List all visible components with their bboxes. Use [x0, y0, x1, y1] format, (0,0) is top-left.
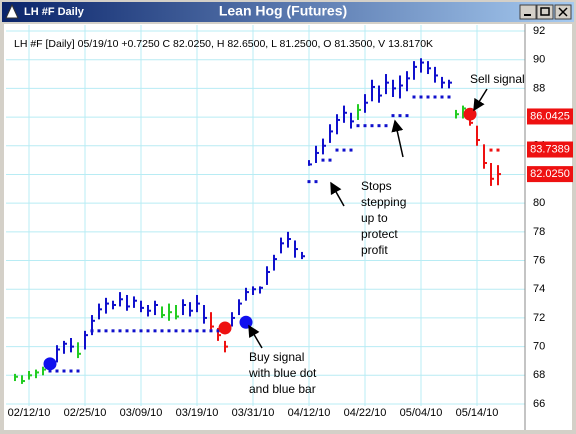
stop-dot [342, 148, 346, 152]
price-tag [527, 141, 573, 158]
y-tick-label: 76 [533, 254, 545, 266]
stop-dot [377, 124, 381, 128]
y-tick-label: 88 [533, 82, 545, 94]
y-tick-label: 74 [533, 283, 545, 295]
stop-dot [132, 329, 136, 333]
x-tick-label: 05/04/10 [400, 407, 443, 419]
annotation: stepping [361, 195, 406, 209]
window-title: LH #F Daily [24, 6, 85, 18]
annotation: with blue dot [248, 366, 317, 380]
stop-dot [349, 148, 353, 152]
chart-title: Lean Hog (Futures) [219, 3, 347, 19]
window-buttons[interactable] [519, 4, 572, 20]
x-tick-label: 03/31/10 [232, 407, 275, 419]
signal-dot [218, 321, 232, 335]
x-tick-label: 02/25/10 [64, 407, 107, 419]
annotation: Sell signal [470, 72, 525, 86]
stop-dot [398, 114, 402, 118]
minimize-button[interactable] [519, 4, 537, 20]
stop-dot [76, 369, 80, 373]
x-tick-label: 04/22/10 [344, 407, 387, 419]
price-tag [527, 166, 573, 183]
annotation: Stops [361, 179, 392, 193]
stop-dot [426, 95, 430, 99]
info-line: LH #F [Daily] 05/19/10 +0.7250 C 82.0250… [14, 38, 433, 50]
y-tick-label: 90 [533, 54, 545, 66]
maximize-button[interactable] [536, 4, 554, 20]
stop-dot [321, 158, 325, 162]
stop-dot [307, 180, 311, 184]
stop-dot [447, 95, 451, 99]
stop-dot [104, 329, 108, 333]
stop-dot [405, 114, 409, 118]
stop-dot [69, 369, 73, 373]
annotation: profit [361, 243, 388, 257]
stop-dot [174, 329, 178, 333]
stop-dot [216, 329, 220, 333]
stop-dot [433, 95, 437, 99]
price-tag-label: 82.0250 [530, 168, 570, 180]
price-tag-label: 83.7389 [530, 143, 570, 155]
stop-dot [139, 329, 143, 333]
x-tick-label: 05/14/10 [456, 407, 499, 419]
stop-dot [48, 369, 52, 373]
stop-dot [202, 329, 206, 333]
stop-dot [195, 329, 199, 333]
stop-dot [363, 124, 367, 128]
annotation: protect [361, 227, 398, 241]
stop-dot [356, 124, 360, 128]
title-bar [2, 2, 574, 22]
stop-dot [167, 329, 171, 333]
stop-dot [181, 329, 185, 333]
x-tick-label: 03/19/10 [176, 407, 219, 419]
price-tag-label: 86.0425 [530, 110, 570, 122]
arrows [248, 88, 488, 349]
stop-dot [314, 180, 318, 184]
stop-dot [125, 329, 129, 333]
plot: 666870727476788082848688909202/12/1002/2… [6, 24, 573, 430]
annotation: Buy signal [249, 350, 304, 364]
stop-dot [188, 329, 192, 333]
stop-dot [496, 148, 500, 152]
stop-dot [153, 329, 157, 333]
y-tick-label: 78 [533, 226, 545, 238]
y-tick-label: 66 [533, 398, 545, 410]
stop-dot [55, 369, 59, 373]
stop-dot [489, 148, 493, 152]
signal-dot [239, 315, 253, 329]
y-tick-label: 92 [533, 25, 545, 37]
annotation: up to [361, 211, 388, 225]
stop-dot [440, 95, 444, 99]
stop-dot [146, 329, 150, 333]
signal-dot [43, 357, 57, 371]
y-tick-label: 72 [533, 312, 545, 324]
stop-dot [97, 329, 101, 333]
stop-dot [419, 95, 423, 99]
app-icon [5, 3, 19, 19]
stop-dot [160, 329, 164, 333]
stop-dot [62, 369, 66, 373]
x-tick-label: 02/12/10 [8, 407, 51, 419]
stop-dot [335, 148, 339, 152]
stop-dot [412, 95, 416, 99]
x-tick-label: 03/09/10 [120, 407, 163, 419]
stop-dot [90, 329, 94, 333]
x-tick-label: 04/12/10 [288, 407, 331, 419]
y-tick-label: 80 [533, 197, 545, 209]
stop-dot [209, 329, 213, 333]
stop-dot [328, 158, 332, 162]
stop-dot [370, 124, 374, 128]
stop-dot [384, 124, 388, 128]
stop-dot [118, 329, 122, 333]
y-tick-label: 70 [533, 341, 545, 353]
price-tag [527, 108, 573, 125]
stop-dot [111, 329, 115, 333]
stop-dot [391, 114, 395, 118]
y-tick-label: 68 [533, 369, 545, 381]
annotation: and blue bar [249, 382, 316, 396]
